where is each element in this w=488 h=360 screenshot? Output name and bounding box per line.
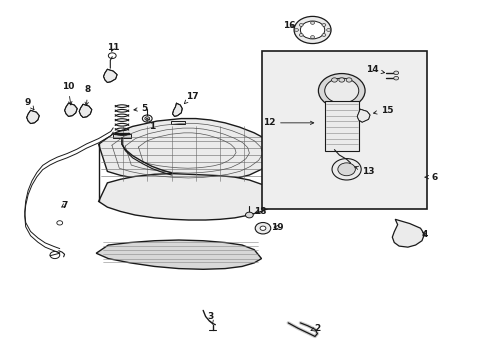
Circle shape bbox=[326, 28, 330, 31]
Text: 7: 7 bbox=[61, 201, 68, 210]
Circle shape bbox=[338, 78, 344, 82]
Text: 6: 6 bbox=[424, 173, 436, 182]
Circle shape bbox=[294, 28, 298, 31]
Circle shape bbox=[321, 23, 325, 26]
Polygon shape bbox=[99, 174, 276, 220]
Text: 19: 19 bbox=[271, 222, 284, 231]
Text: 14: 14 bbox=[365, 66, 384, 75]
Circle shape bbox=[337, 163, 355, 176]
Circle shape bbox=[331, 78, 337, 82]
Circle shape bbox=[300, 21, 324, 39]
Circle shape bbox=[245, 212, 253, 218]
Text: 16: 16 bbox=[283, 21, 295, 30]
Text: 8: 8 bbox=[84, 85, 91, 105]
Bar bbox=[261, 51, 426, 208]
Text: 11: 11 bbox=[107, 42, 119, 51]
Polygon shape bbox=[99, 118, 276, 183]
Text: 3: 3 bbox=[207, 312, 213, 324]
Text: 17: 17 bbox=[184, 91, 198, 104]
Text: 2: 2 bbox=[310, 324, 320, 333]
Text: 4: 4 bbox=[420, 230, 427, 239]
Circle shape bbox=[318, 73, 365, 108]
Circle shape bbox=[299, 23, 303, 26]
Text: 15: 15 bbox=[373, 106, 392, 115]
Polygon shape bbox=[170, 121, 185, 124]
Polygon shape bbox=[27, 111, 39, 123]
Circle shape bbox=[293, 17, 330, 44]
Text: 9: 9 bbox=[25, 98, 34, 110]
Text: 12: 12 bbox=[262, 118, 313, 127]
Circle shape bbox=[324, 78, 358, 103]
Text: 1: 1 bbox=[146, 118, 155, 131]
Circle shape bbox=[321, 33, 325, 36]
Text: 10: 10 bbox=[61, 82, 74, 105]
Polygon shape bbox=[103, 69, 117, 82]
Circle shape bbox=[331, 158, 361, 180]
Circle shape bbox=[310, 22, 314, 24]
Polygon shape bbox=[324, 102, 358, 152]
Polygon shape bbox=[96, 240, 261, 269]
Polygon shape bbox=[64, 103, 77, 116]
Circle shape bbox=[393, 71, 398, 75]
Polygon shape bbox=[79, 104, 92, 117]
Circle shape bbox=[393, 76, 398, 80]
Circle shape bbox=[260, 226, 265, 230]
Circle shape bbox=[144, 117, 149, 120]
Text: 18: 18 bbox=[254, 207, 266, 216]
Text: 13: 13 bbox=[354, 166, 374, 176]
Circle shape bbox=[310, 36, 314, 39]
Polygon shape bbox=[357, 109, 369, 122]
Circle shape bbox=[346, 78, 351, 82]
Polygon shape bbox=[113, 134, 130, 138]
Circle shape bbox=[299, 33, 303, 36]
Polygon shape bbox=[391, 219, 424, 247]
Text: 5: 5 bbox=[134, 104, 148, 113]
Polygon shape bbox=[172, 103, 182, 116]
Circle shape bbox=[255, 222, 270, 234]
